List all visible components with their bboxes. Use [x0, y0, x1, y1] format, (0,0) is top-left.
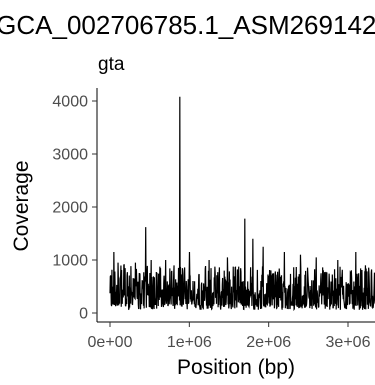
y-tick-label: 2000	[52, 200, 88, 217]
chart-subtitle: gta	[98, 54, 125, 75]
y-axis-ticks: 0 1000 2000 3000 4000	[52, 94, 97, 323]
chart-title: GCA_002706785.1_ASM269142v1	[0, 10, 375, 40]
x-axis-ticks: 0e+00 1e+06 2e+06 3e+06	[88, 322, 371, 351]
x-tick-label: 3e+06	[326, 334, 371, 351]
y-tick-label: 3000	[52, 147, 88, 164]
y-tick-label: 1000	[52, 253, 88, 270]
x-tick-label: 1e+06	[167, 334, 212, 351]
coverage-series-line	[109, 96, 375, 312]
x-tick-label: 0e+00	[88, 334, 133, 351]
y-tick-label: 0	[79, 306, 88, 323]
x-axis-label: Position (bp)	[177, 356, 295, 379]
x-tick-label: 2e+06	[246, 334, 291, 351]
y-axis-label: Coverage	[10, 160, 33, 251]
plot-area	[109, 96, 375, 312]
y-tick-label: 4000	[52, 94, 88, 111]
